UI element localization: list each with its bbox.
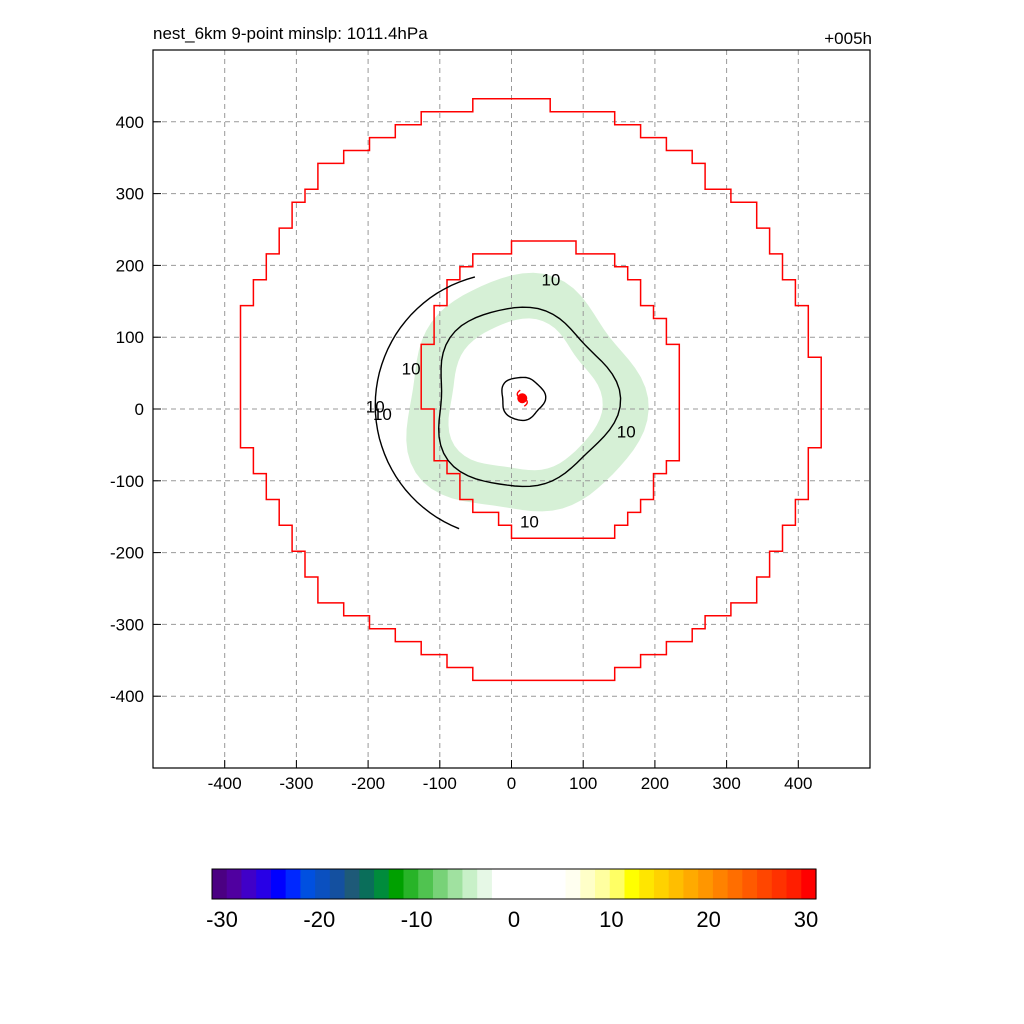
x-tick-label: -200 [351, 774, 385, 793]
x-tick-label: 0 [507, 774, 516, 793]
chart-title: nest_6km 9-point minslp: 1011.4hPa [153, 24, 428, 43]
center-contour [501, 376, 547, 422]
colorbar-swatch [536, 869, 552, 899]
x-tick-label: 200 [641, 774, 669, 793]
plot-frame [152, 49, 871, 769]
colorbar-swatch [374, 869, 390, 899]
colorbar-swatch [639, 869, 655, 899]
y-tick-label: 200 [116, 256, 144, 275]
storm-center-dot [517, 393, 528, 404]
colorbar-swatch [477, 869, 493, 899]
colorbar-swatch [698, 869, 714, 899]
x-tick-label: 100 [569, 774, 597, 793]
colorbar-swatch [418, 869, 434, 899]
colorbar-swatch [491, 869, 508, 899]
colorbar-swatch [595, 869, 611, 899]
colorbar-swatch [388, 869, 405, 899]
colorbar-tick-label: -30 [206, 907, 238, 932]
contour-label: 10 [402, 360, 421, 379]
colorbar-swatch [403, 869, 419, 899]
contour-label: 10 [366, 398, 385, 417]
colorbar-swatch [727, 869, 743, 899]
colorbar-swatch [226, 869, 243, 899]
y-tick-label: 0 [135, 400, 144, 419]
colorbar-swatch [683, 869, 699, 899]
colorbar-tick-label: 20 [696, 907, 720, 932]
y-tick-label: 100 [116, 328, 144, 347]
colorbar-frame [211, 868, 817, 900]
y-tick-label: -400 [110, 687, 144, 706]
contour-label: 10 [541, 271, 560, 290]
x-tick-label: 300 [712, 774, 740, 793]
colorbar: -30 -20 -10 0 10 20 30 [206, 868, 818, 932]
y-tick-label: -200 [110, 544, 144, 563]
colorbar-swatch [212, 869, 228, 899]
outer-boundary-ring [239, 98, 822, 682]
filled-band [406, 272, 649, 512]
colorbar-swatch [256, 869, 272, 899]
colorbar-swatch [742, 869, 758, 899]
colorbar-tick-label: 0 [508, 907, 520, 932]
colorbar-tick-label: 10 [599, 907, 623, 932]
x-tick-label: 400 [784, 774, 812, 793]
y-tick-label: 300 [116, 185, 144, 204]
colorbar-swatch [521, 869, 537, 899]
contour-10 [437, 306, 622, 488]
contour-label: 10 [373, 405, 392, 424]
colorbar-tick-label: -20 [303, 907, 335, 932]
inner-boundary-ring [420, 240, 681, 539]
x-tick-label: -400 [208, 774, 242, 793]
colorbar-swatch [801, 869, 817, 899]
colorbar-swatch [359, 869, 375, 899]
colorbar-swatch [786, 869, 802, 899]
colorbar-tick-label: -10 [401, 907, 433, 932]
colorbar-swatch [609, 869, 626, 899]
contour-label: 10 [520, 512, 539, 531]
colorbar-swatch [653, 869, 670, 899]
colorbar-swatch [624, 869, 640, 899]
contour-label: 10 [617, 423, 636, 442]
contour-outer-arc [374, 276, 476, 530]
colorbar-swatch [329, 869, 346, 899]
colorbar-swatch [344, 869, 360, 899]
x-tick-label: -300 [279, 774, 313, 793]
y-tick-label: -300 [110, 615, 144, 634]
colorbar-swatch [447, 869, 464, 899]
colorbar-swatch [315, 869, 331, 899]
y-tick-label: -100 [110, 472, 144, 491]
colorbar-swatch [771, 869, 788, 899]
colorbar-swatch [462, 869, 478, 899]
grid-lines [153, 50, 870, 768]
x-tick-label: -100 [423, 774, 457, 793]
boundary-rings [239, 98, 822, 682]
colorbar-swatch [712, 869, 729, 899]
colorbar-swatch [432, 869, 449, 899]
colorbar-swatch [506, 869, 522, 899]
colorbar-swatch [270, 869, 287, 899]
forecast-hour-label: +005h [824, 29, 872, 48]
hurricane-symbol-icon [516, 389, 528, 407]
storm-center-marker [516, 389, 528, 407]
colorbar-swatch [550, 869, 567, 899]
colorbar-swatch [300, 869, 316, 899]
colorbar-swatch [285, 869, 301, 899]
x-axis-ticks: -400 -300 -200 -100 0 100 200 300 400 [208, 760, 812, 793]
colorbar-swatch [241, 869, 257, 899]
y-tick-label: 400 [116, 113, 144, 132]
filled-contour-layer [406, 272, 649, 512]
colorbar-tick-label: 30 [794, 907, 818, 932]
y-axis-ticks: -400 -300 -200 -100 0 100 200 300 400 [110, 113, 161, 706]
colorbar-swatch [668, 869, 685, 899]
colorbar-swatch [565, 869, 581, 899]
colorbar-swatch [757, 869, 773, 899]
colorbar-swatch [580, 869, 596, 899]
